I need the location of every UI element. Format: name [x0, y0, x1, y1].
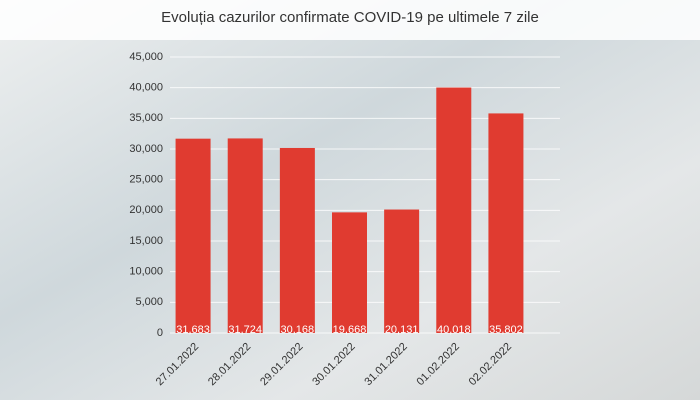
chart-title: Evoluția cazurilor confirmate COVID-19 p…	[161, 9, 539, 26]
y-tick-label: 5,000	[135, 296, 163, 308]
value-label: 30,168	[281, 324, 315, 336]
value-label: 31,724	[228, 324, 262, 336]
y-tick-label: 35,000	[129, 112, 163, 124]
bar	[279, 147, 315, 333]
value-label: 20,131	[385, 324, 419, 336]
y-tick-label: 10,000	[129, 266, 163, 278]
y-tick-label: 15,000	[129, 235, 163, 247]
value-label: 19,668	[333, 324, 367, 336]
bar	[332, 212, 367, 333]
bar	[384, 209, 420, 333]
y-tick-label: 0	[157, 327, 163, 339]
bar	[227, 138, 263, 333]
title-band	[0, 0, 700, 40]
value-label: 31,683	[176, 324, 210, 336]
bar	[175, 138, 211, 333]
y-tick-label: 40,000	[129, 82, 163, 94]
value-label: 40,018	[437, 324, 471, 336]
y-tick-label: 20,000	[129, 204, 163, 216]
bar	[488, 113, 524, 333]
y-tick-label: 45,000	[129, 51, 163, 63]
y-tick-label: 25,000	[129, 174, 163, 186]
bar	[436, 87, 472, 333]
value-label: 35,802	[489, 324, 523, 336]
y-tick-label: 30,000	[129, 143, 163, 155]
